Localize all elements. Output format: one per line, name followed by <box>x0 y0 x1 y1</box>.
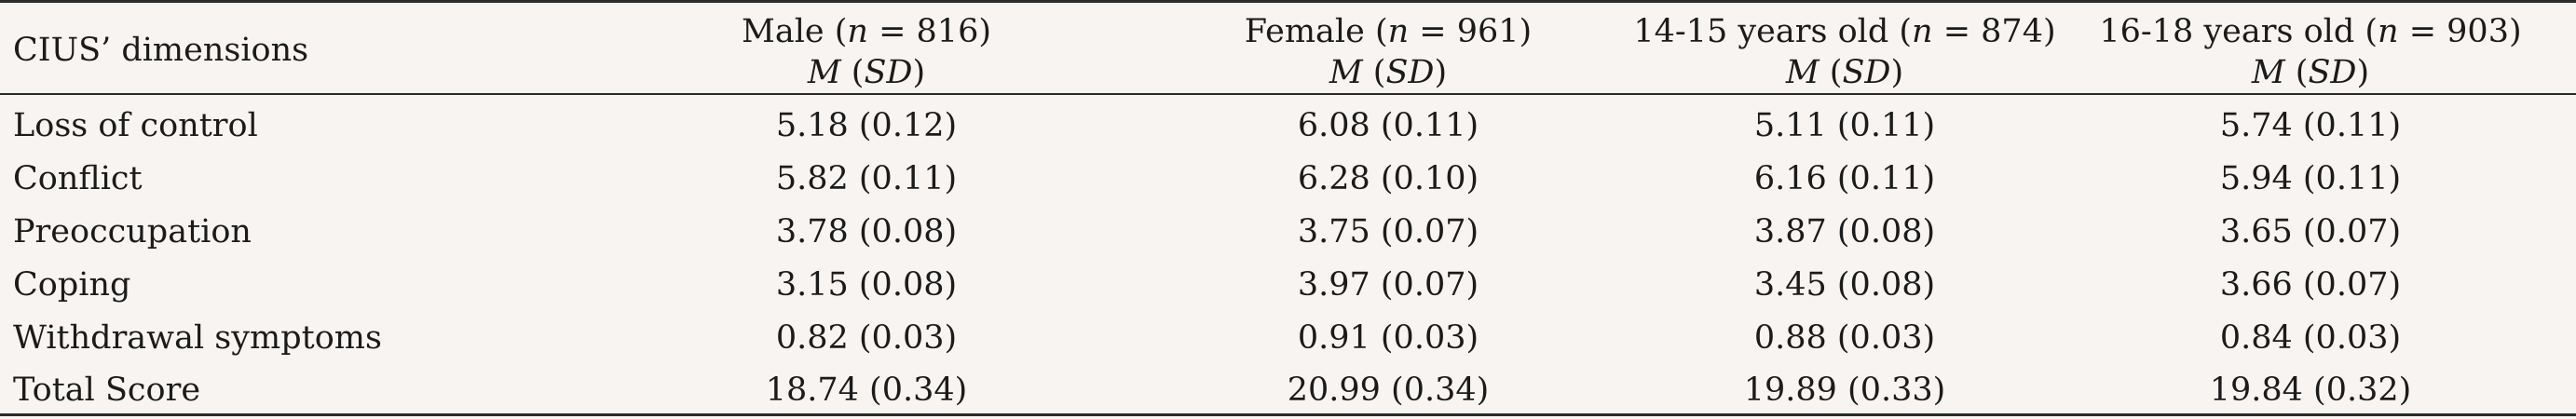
column-header-age-14-15-group: 14-15 years old (n = 874) <box>1633 13 2056 50</box>
column-header-age-14-15: 14-15 years old (n = 874) M (SD) <box>1519 11 2171 93</box>
cell-female-conflict: 6.28 (0.10) <box>1297 160 1479 197</box>
column-header-age-16-18-group: 16-18 years old (n = 903) <box>2099 13 2522 50</box>
column-header-female-group: Female (n = 961) <box>1244 13 1533 50</box>
cell-female-withdrawal-symptoms: 0.91 (0.03) <box>1297 319 1479 357</box>
cell-female-preoccupation: 3.75 (0.07) <box>1297 213 1479 250</box>
cell-age-14-15-conflict: 6.16 (0.11) <box>1753 160 1936 197</box>
column-header-female: Female (n = 961) M (SD) <box>1099 11 1677 93</box>
cell-female-loss-of-control: 6.08 (0.11) <box>1297 107 1479 144</box>
cell-age-14-15-preoccupation: 3.87 (0.08) <box>1753 213 1936 250</box>
cell-male-conflict: 5.82 (0.11) <box>775 160 958 197</box>
row-label-loss-of-control: Loss of control <box>13 107 258 144</box>
cell-male-coping: 3.15 (0.08) <box>775 266 958 304</box>
column-header-dimensions: CIUS’ dimensions <box>13 32 309 69</box>
column-header-age-16-18: 16-18 years old (n = 903) M (SD) <box>2045 11 2576 93</box>
row-label-conflict: Conflict <box>13 160 143 197</box>
column-header-male-stats: M (SD) <box>807 54 926 91</box>
column-header-female-stats: M (SD) <box>1329 54 1448 91</box>
column-header-male: Male (n = 816) M (SD) <box>578 11 1155 93</box>
cell-age-16-18-preoccupation: 3.65 (0.07) <box>2219 213 2402 250</box>
cell-age-14-15-total-score: 19.89 (0.33) <box>1743 372 1946 409</box>
cell-age-14-15-loss-of-control: 5.11 (0.11) <box>1753 107 1936 144</box>
cell-age-16-18-coping: 3.66 (0.07) <box>2219 266 2402 304</box>
cell-age-16-18-withdrawal-symptoms: 0.84 (0.03) <box>2219 319 2402 357</box>
table-bottom-rule <box>0 413 2576 416</box>
row-label-total-score: Total Score <box>13 372 201 409</box>
cell-male-total-score: 18.74 (0.34) <box>765 372 968 409</box>
cell-female-coping: 3.97 (0.07) <box>1297 266 1479 304</box>
cell-female-total-score: 20.99 (0.34) <box>1287 372 1490 409</box>
cell-age-16-18-total-score: 19.84 (0.32) <box>2209 372 2412 409</box>
column-header-age-14-15-stats: M (SD) <box>1785 54 1904 91</box>
cell-age-14-15-withdrawal-symptoms: 0.88 (0.03) <box>1753 319 1936 357</box>
cell-age-14-15-coping: 3.45 (0.08) <box>1753 266 1936 304</box>
cell-age-16-18-conflict: 5.94 (0.11) <box>2219 160 2402 197</box>
table-header-rule <box>0 93 2576 95</box>
cell-male-preoccupation: 3.78 (0.08) <box>775 213 958 250</box>
row-label-preoccupation: Preoccupation <box>13 213 252 250</box>
cell-age-16-18-loss-of-control: 5.74 (0.11) <box>2219 107 2402 144</box>
row-label-coping: Coping <box>13 266 131 304</box>
table-top-rule <box>0 0 2576 3</box>
column-header-age-16-18-stats: M (SD) <box>2251 54 2370 91</box>
cell-male-loss-of-control: 5.18 (0.12) <box>775 107 958 144</box>
row-label-withdrawal-symptoms: Withdrawal symptoms <box>13 319 382 357</box>
column-header-male-group: Male (n = 816) <box>742 13 991 50</box>
cell-male-withdrawal-symptoms: 0.82 (0.03) <box>775 319 958 357</box>
